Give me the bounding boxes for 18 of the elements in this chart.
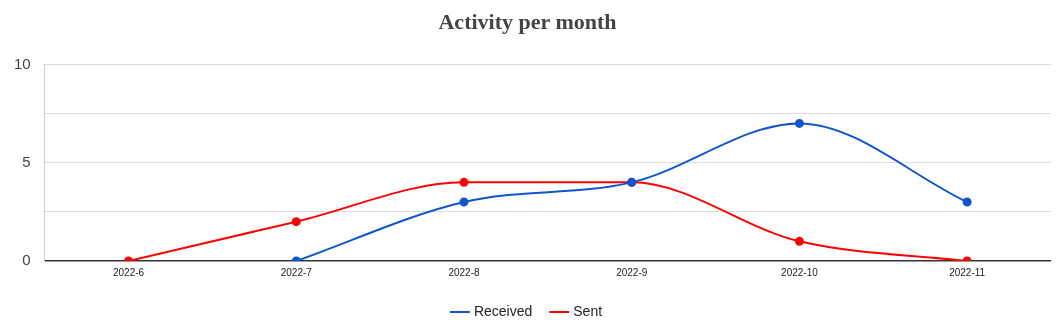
point [291, 217, 301, 227]
x-tick-label: 2022-6 [112, 266, 145, 278]
point [962, 197, 972, 207]
y-tick-label: 0 [22, 251, 31, 269]
x-tick-label: 2022-11 [949, 266, 986, 278]
legend-label: Sent [573, 302, 603, 319]
x-tick-label: 2022-7 [280, 266, 313, 278]
point [794, 118, 804, 128]
chart-title: Activity per month [438, 8, 617, 34]
x-tick-label: 2022-8 [448, 266, 480, 278]
point [794, 236, 804, 246]
point [459, 197, 469, 207]
y-tick-label: 10 [14, 54, 31, 72]
point [459, 177, 469, 187]
legend-label: Received [473, 302, 533, 319]
x-tick-label: 2022-9 [616, 266, 648, 278]
y-tick-label: 5 [22, 152, 31, 170]
x-tick-label: 2022-10 [781, 266, 819, 278]
